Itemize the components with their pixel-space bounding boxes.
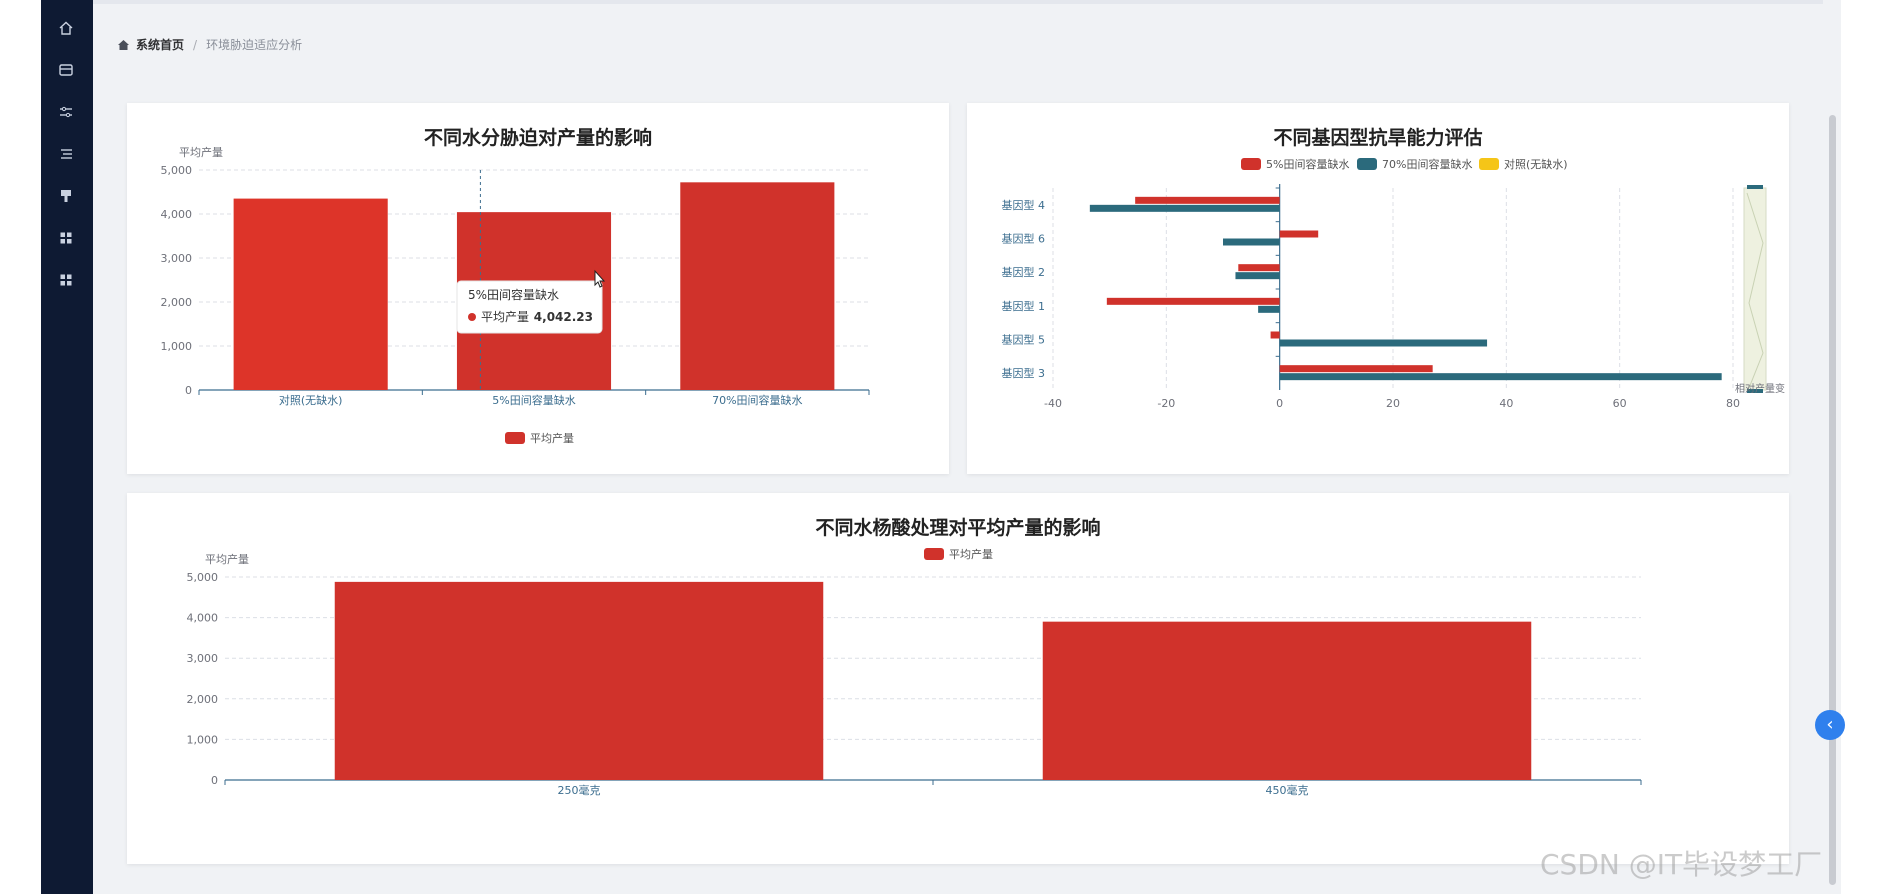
bar	[1235, 272, 1280, 280]
y-tick-label: 2,000	[187, 693, 219, 706]
tooltip-label: 平均产量	[481, 310, 529, 324]
bar	[1089, 204, 1280, 212]
chart-title: 不同基因型抗旱能力评估	[1273, 126, 1482, 149]
brush-icon[interactable]	[55, 185, 77, 207]
right-margin	[1841, 0, 1893, 894]
x-tick-label: -40	[1044, 397, 1062, 410]
y-tick-label: 基因型 1	[1002, 299, 1046, 313]
top-divider	[93, 0, 1823, 4]
bar	[1270, 331, 1280, 339]
tooltip-value: 4,042.23	[534, 310, 593, 324]
y-tick-label: 1,000	[187, 733, 219, 746]
y-tick-label: 4,000	[161, 208, 193, 221]
salicylic-chart-card: 不同水杨酸处理对平均产量的影响平均产量 平均产量 0 1,000 2,000 3,000 4…	[127, 493, 1789, 864]
y-tick-label: 2,000	[161, 296, 193, 309]
x-tick-label: 80	[1726, 397, 1740, 410]
water-stress-chart-card: 不同水分胁迫对产量的影响平均产量 0 1,000 2,000 3,000 4,000 5,0…	[127, 103, 949, 474]
genotype-chart[interactable]: 不同基因型抗旱能力评估 5%田间容量缺水 70%田间容量缺水 对照(无缺水) -40 -2…	[967, 103, 1789, 474]
y-tick-label: 基因型 5	[1002, 333, 1046, 347]
sliders-icon[interactable]	[55, 101, 77, 123]
zoom-handle-bottom	[1747, 389, 1763, 393]
legend-swatch	[1241, 158, 1261, 170]
card-icon[interactable]	[55, 59, 77, 81]
legend-swatch	[1357, 158, 1377, 170]
y-tick-label: 基因型 4	[1002, 198, 1046, 212]
list-icon[interactable]	[55, 143, 77, 165]
sidebar	[41, 0, 93, 894]
x-tick-label: 40	[1499, 397, 1513, 410]
y-tick-label: 0	[185, 384, 192, 397]
bar	[1135, 196, 1280, 204]
x-tick-label: 5%田间容量缺水	[492, 393, 575, 407]
bar	[1106, 297, 1280, 305]
bar	[334, 581, 824, 780]
main-content: 系统首页 / 环境胁迫适应分析 不同水分胁迫对产量的影响平均产量 0 1,000 2,…	[93, 0, 1823, 894]
legend-label: 对照(无缺水)	[1504, 157, 1568, 171]
bar	[1238, 264, 1280, 272]
house-icon	[118, 39, 129, 50]
y-tick-label: 1,000	[161, 340, 193, 353]
y-tick-label: 基因型 6	[1002, 232, 1046, 246]
bar	[680, 182, 835, 390]
bar	[1042, 621, 1532, 780]
tooltip-marker	[468, 313, 476, 321]
zoom-label: 相对产量变	[1735, 382, 1785, 395]
y-tick-label: 基因型 2	[1002, 265, 1046, 279]
watermark: CSDN @IT毕设梦工厂	[1540, 848, 1823, 881]
chart-title: 不同水分胁迫对产量的影响	[424, 126, 652, 149]
bar	[1223, 238, 1280, 246]
scrollbar-thumb[interactable]	[1829, 115, 1836, 885]
bar	[233, 198, 388, 390]
y-axis-label: 平均产量	[179, 145, 223, 159]
legend-label: 70%田间容量缺水	[1382, 157, 1472, 171]
legend-swatch	[1479, 158, 1499, 170]
x-tick-label: 60	[1613, 397, 1627, 410]
legend-label: 平均产量	[530, 431, 574, 445]
x-tick-label: 0	[1276, 397, 1283, 410]
breadcrumb: 系统首页 / 环境胁迫适应分析	[117, 36, 302, 53]
tooltip-title: 5%田间容量缺水	[468, 287, 559, 302]
bar	[1279, 365, 1433, 373]
legend-label: 5%田间容量缺水	[1266, 157, 1349, 171]
legend-swatch	[505, 432, 525, 444]
home-icon[interactable]	[55, 17, 77, 39]
y-tick-label: 3,000	[187, 652, 219, 665]
breadcrumb-home[interactable]: 系统首页	[136, 38, 185, 52]
y-tick-label: 基因型 3	[1002, 366, 1046, 380]
y-tick-label: 5,000	[161, 164, 193, 177]
breadcrumb-separator: /	[193, 37, 198, 52]
x-tick-label: 70%田间容量缺水	[712, 393, 802, 407]
x-tick-label: 450毫克	[1266, 783, 1309, 797]
x-tick-label: 250毫克	[558, 783, 601, 797]
y-tick-label: 0	[211, 774, 218, 787]
y-tick-label: 5,000	[187, 571, 219, 584]
bar	[1279, 230, 1319, 238]
chevron-left-icon: ‹	[1826, 714, 1834, 735]
genotype-chart-card: 不同基因型抗旱能力评估 5%田间容量缺水 70%田间容量缺水 对照(无缺水) -40 -2…	[967, 103, 1789, 474]
grid-icon[interactable]	[55, 269, 77, 291]
zoom-slider-preview	[1746, 192, 1764, 389]
collapse-button[interactable]: ‹	[1815, 710, 1845, 740]
tooltip-box	[456, 280, 603, 334]
zoom-handle-top	[1747, 185, 1763, 189]
x-tick-label: 对照(无缺水)	[279, 393, 343, 407]
legend-swatch	[924, 548, 944, 560]
grid-icon[interactable]	[55, 227, 77, 249]
x-tick-label: 20	[1386, 397, 1400, 410]
x-tick-label: -20	[1157, 397, 1175, 410]
breadcrumb-current: 环境胁迫适应分析	[206, 38, 303, 52]
bar	[1258, 305, 1280, 313]
y-tick-label: 3,000	[161, 252, 193, 265]
y-tick-label: 4,000	[187, 612, 219, 625]
pointer-cursor-icon	[594, 269, 606, 288]
legend-label: 平均产量	[949, 547, 993, 561]
bar	[1279, 339, 1488, 347]
bar	[1279, 373, 1722, 381]
y-axis-label: 平均产量	[205, 552, 249, 566]
left-margin	[0, 0, 41, 894]
chart-title: 不同水杨酸处理对平均产量的影响	[815, 516, 1100, 539]
